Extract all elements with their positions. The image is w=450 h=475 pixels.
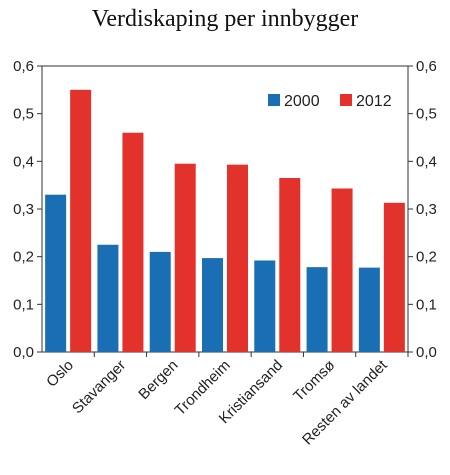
bar-2000-4 xyxy=(254,260,276,352)
bar-2012-1 xyxy=(122,132,144,352)
y-tick-label-left: 0,3 xyxy=(13,201,34,218)
bar-2000-5 xyxy=(306,267,328,352)
bar-2012-5 xyxy=(331,188,353,352)
y-tick-label-left: 0,1 xyxy=(13,296,34,313)
chart-title: Verdiskaping per innbygger xyxy=(91,6,359,32)
y-tick-label-left: 0,6 xyxy=(13,58,34,75)
legend: 2000 2012 xyxy=(268,93,392,110)
y-tick-label-left: 0,5 xyxy=(13,106,34,123)
y-tick-label-right: 0,6 xyxy=(416,58,437,75)
y-tick-label-right: 0,0 xyxy=(416,344,437,361)
bars-group xyxy=(45,89,405,352)
y-tick-label-right: 0,5 xyxy=(416,106,437,123)
y-tick-label-right: 0,3 xyxy=(416,201,437,218)
y-tick-label-left: 0,4 xyxy=(13,153,34,170)
bar-2012-6 xyxy=(383,202,405,352)
y-tick-label-right: 0,4 xyxy=(416,153,437,170)
bar-2000-0 xyxy=(45,194,67,352)
x-tick-label: Bergen xyxy=(135,357,181,403)
x-tick-label: Tromsø xyxy=(290,357,338,405)
y-tick-label-right: 0,1 xyxy=(416,296,437,313)
legend-label-2000: 2000 xyxy=(284,93,320,110)
bar-2012-4 xyxy=(279,178,301,352)
x-tick-label: Oslo xyxy=(43,357,77,391)
legend-swatch-2012 xyxy=(340,94,352,106)
plot-frame xyxy=(41,65,409,353)
bar-2000-6 xyxy=(358,267,380,352)
x-tick-label: Stavanger xyxy=(69,357,129,417)
y-tick-label-left: 0,2 xyxy=(13,249,34,266)
legend-swatch-2000 xyxy=(268,94,280,106)
bar-2012-0 xyxy=(70,89,92,352)
bar-2000-1 xyxy=(97,244,119,352)
bar-2000-3 xyxy=(202,258,223,352)
y-tick-label-right: 0,2 xyxy=(416,249,437,266)
bar-2000-2 xyxy=(149,251,171,352)
y-tick-label-left: 0,0 xyxy=(13,344,34,361)
axes-group xyxy=(37,65,413,357)
bar-2012-2 xyxy=(174,163,196,352)
bar-2012-3 xyxy=(227,164,248,352)
legend-label-2012: 2012 xyxy=(356,93,392,110)
